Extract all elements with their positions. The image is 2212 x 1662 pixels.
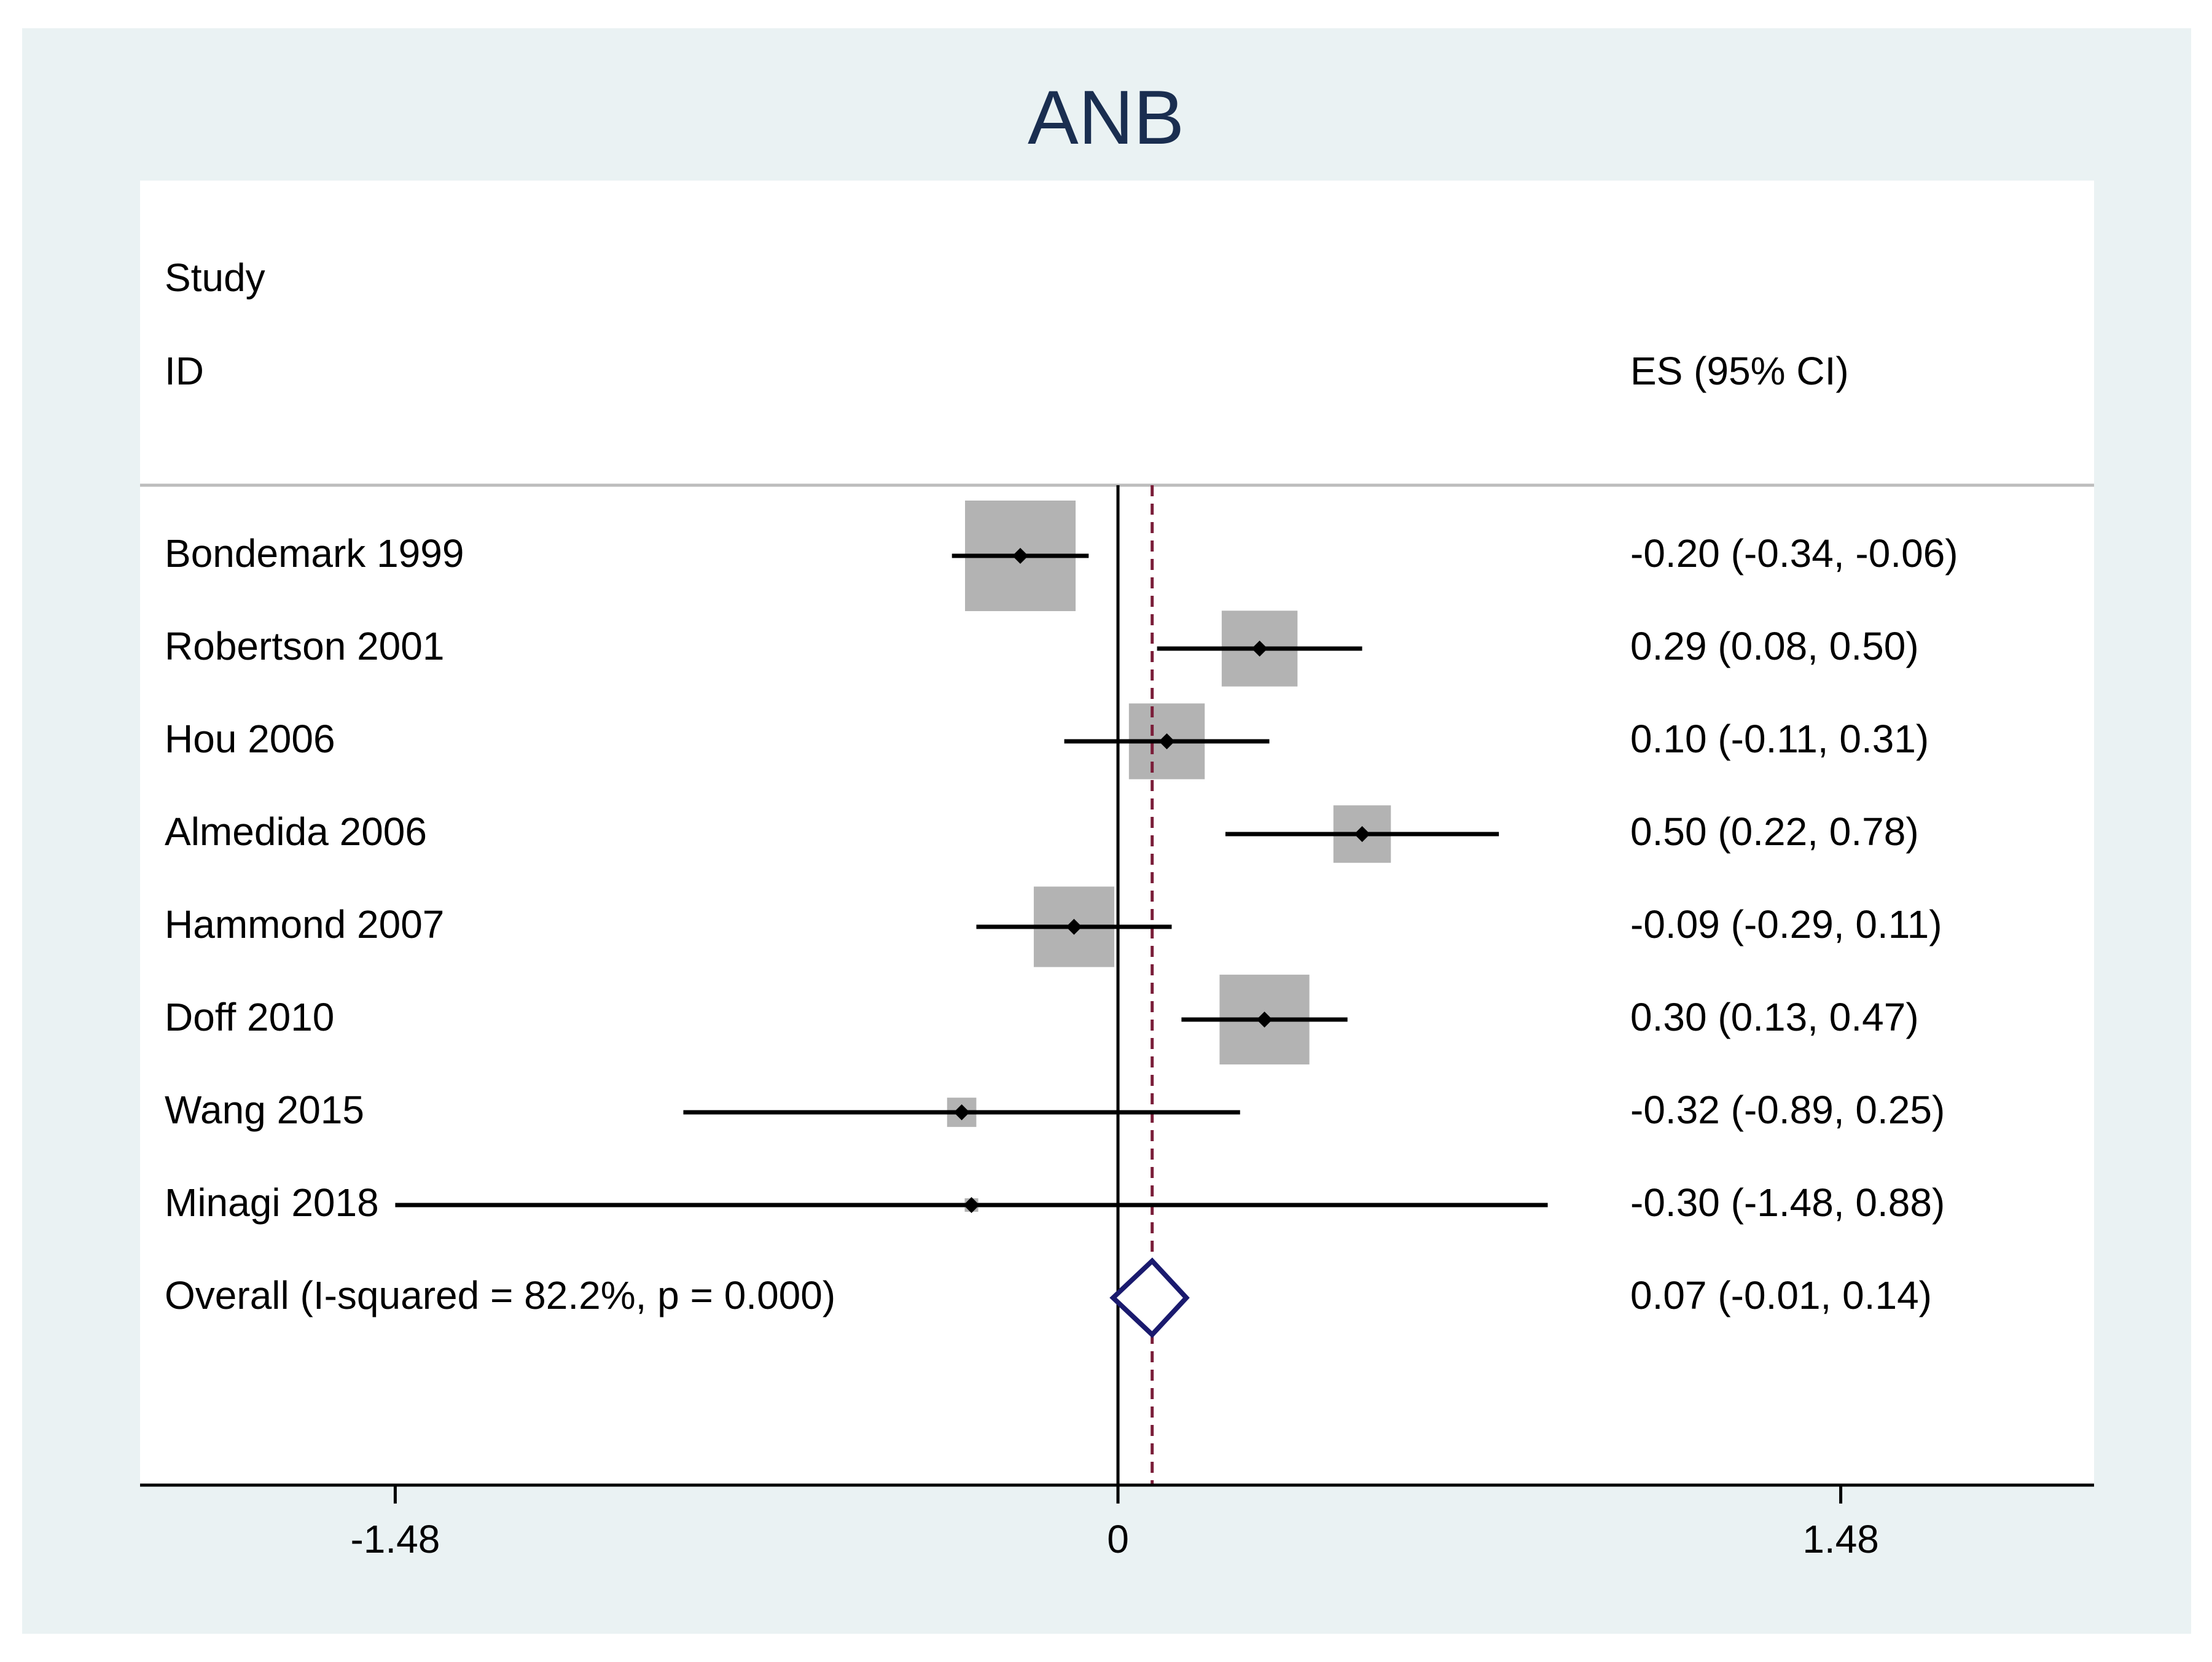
x-tick-label: 1.48 [1802,1517,1879,1561]
study-point-estimate [1251,641,1268,657]
study-ci-text: 0.50 (0.22, 0.78) [1630,810,1919,854]
chart-title: ANB [1028,76,1184,160]
study-ci-text: -0.20 (-0.34, -0.06) [1630,531,1958,575]
study-point-estimate [1012,548,1028,564]
study-point-estimate [963,1197,980,1213]
header-id: ID [165,349,204,393]
study-ci-text: -0.09 (-0.29, 0.11) [1630,902,1942,946]
study-label: Minagi 2018 [165,1180,379,1225]
study-ci-text: 0.29 (0.08, 0.50) [1630,624,1919,668]
study-label: Robertson 2001 [165,624,445,668]
study-label: Bondemark 1999 [165,531,464,575]
x-tick-label: 0 [1107,1517,1129,1561]
overall-diamond [1109,1257,1190,1338]
study-ci-text: 0.10 (-0.11, 0.31) [1630,717,1929,761]
study-label: Wang 2015 [165,1088,364,1132]
study-point-estimate [1354,826,1370,842]
overall-ci-text: 0.07 (-0.01, 0.14) [1630,1273,1932,1317]
study-label: Almedida 2006 [165,810,427,854]
study-point-estimate [953,1104,970,1120]
header-es-ci: ES (95% CI) [1630,349,1849,393]
header-study: Study [165,256,265,300]
study-label: Hammond 2007 [165,902,445,946]
study-ci-text: -0.30 (-1.48, 0.88) [1630,1180,1945,1225]
study-label: Doff 2010 [165,995,335,1039]
study-point-estimate [1256,1012,1273,1028]
study-point-estimate [1066,919,1082,935]
overall-label: Overall (I-squared = 82.2%, p = 0.000) [165,1273,836,1317]
study-ci-text: -0.32 (-0.89, 0.25) [1630,1088,1945,1132]
study-label: Hou 2006 [165,717,335,761]
study-ci-text: 0.30 (0.13, 0.47) [1630,995,1919,1039]
x-tick-label: -1.48 [350,1517,440,1561]
study-point-estimate [1159,733,1175,749]
